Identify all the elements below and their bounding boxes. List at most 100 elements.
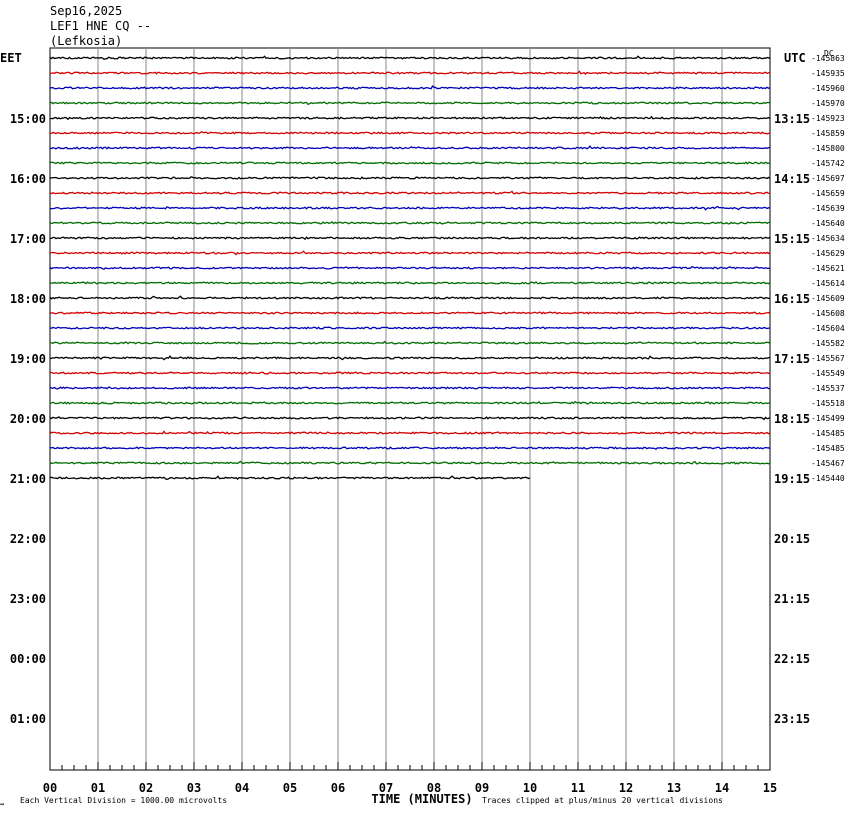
dc-offset-label: -145467 [811,459,845,468]
x-tick-label: 08 [427,781,441,795]
dc-offset-label: -145960 [811,84,845,93]
dc-offset-label: -145659 [811,189,845,198]
dc-offset-label: -145935 [811,69,845,78]
dc-offset-label: -145582 [811,339,845,348]
chart-date: Sep16,2025 [50,4,123,18]
footer-glyph: ↔ [0,800,4,808]
x-tick-label: 04 [235,781,249,795]
dc-offset-label: -145485 [811,429,845,438]
dc-offset-label: -145923 [811,114,845,123]
utc-hour-label: 13:15 [774,112,810,126]
utc-hour-label: 14:15 [774,172,810,186]
trace-line [49,460,771,465]
eet-hour-label: 22:00 [10,532,46,546]
trace-line [49,430,771,435]
dc-offset-label: -145608 [811,309,845,318]
dc-offset-label: -145859 [811,129,845,138]
trace-line [49,101,771,106]
trace-line [49,371,771,375]
trace-line [49,115,771,121]
dc-offset-label: -145640 [811,219,845,228]
trace-line [49,205,771,211]
dc-offset-label: -145499 [811,414,845,423]
dc-offset-label: -145549 [811,369,845,378]
trace-line [49,85,771,90]
x-axis-ticks [49,762,771,770]
trace-line [49,400,771,405]
x-tick-label: 01 [91,781,105,795]
trace-line [49,236,771,241]
eet-hour-label: 01:00 [10,712,46,726]
x-tick-label: 05 [283,781,297,795]
trace-line [49,340,771,345]
grid-lines [49,47,771,771]
x-tick-label: 03 [187,781,201,795]
utc-hour-label: 23:15 [774,712,810,726]
dc-offset-label: -145567 [811,354,845,363]
dc-offset-label: -145634 [811,234,845,243]
dc-offset-label: -145537 [811,384,845,393]
x-tick-label: 13 [667,781,681,795]
x-tick-label: 14 [715,781,729,795]
eet-hour-label: 00:00 [10,652,46,666]
trace-line [49,446,771,451]
trace-line [49,475,531,481]
utc-hour-label: 20:15 [774,532,810,546]
x-tick-label: 07 [379,781,393,795]
utc-hour-label: 17:15 [774,352,810,366]
trace-line [49,265,771,271]
trace-line [49,250,771,256]
utc-hour-label: 22:15 [774,652,810,666]
dc-offset-label: -145639 [811,204,845,213]
utc-hour-label: 19:15 [774,472,810,486]
station-code: LEF1 HNE CQ -- [50,19,152,33]
dc-offset-label: -145621 [811,264,845,273]
dc-offset-label: -145863 [811,54,845,63]
x-tick-label: 00 [43,781,57,795]
axis-labels: -145863 -145935 -145960 -145970 -145923 -1458… [0,49,845,808]
trace-line [49,386,771,390]
trace-line [49,355,771,361]
utc-hour-label: 21:15 [774,592,810,606]
trace-line [49,220,771,225]
eet-hour-label: 21:00 [10,472,46,486]
x-tick-label: 12 [619,781,633,795]
eet-hour-label: 15:00 [10,112,46,126]
plot-frame [49,47,771,771]
x-tick-label: 02 [139,781,153,795]
utc-hour-label: 18:15 [774,412,810,426]
dc-offset-label: -145697 [811,174,845,183]
eet-hour-label: 23:00 [10,592,46,606]
dc-offset-label: -145604 [811,324,845,333]
trace-line [49,190,771,195]
dc-offset-label: -145614 [811,279,845,288]
trace-line [49,311,771,315]
trace-line [49,161,771,165]
dc-offset-label: -145518 [811,399,845,408]
trace-line [49,130,771,135]
dc-offset-label: -145440 [811,474,845,483]
dc-offset-label: -145800 [811,144,845,153]
trace-line [49,176,771,180]
eet-hour-label: 20:00 [10,412,46,426]
dc-offset-label: -145609 [811,294,845,303]
x-tick-label: 15 [763,781,777,795]
eet-hour-label: 17:00 [10,232,46,246]
trace-line [49,145,771,150]
eet-hour-label: 16:00 [10,172,46,186]
eet-axis-label: EET [0,51,22,65]
dc-offset-label: -145742 [811,159,845,168]
dc-offset-label: -145485 [811,444,845,453]
station-location: (Lefkosia) [50,34,123,48]
x-tick-label: 09 [475,781,489,795]
clip-note: Traces clipped at plus/minus 20 vertical… [482,796,723,805]
trace-line [49,326,771,330]
trace-line [49,281,771,285]
x-axis-title: TIME (MINUTES) [371,792,472,806]
trace-line [49,55,771,60]
eet-hour-label: 18:00 [10,292,46,306]
dc-label: DC [824,49,834,58]
seismic-traces [49,55,771,481]
